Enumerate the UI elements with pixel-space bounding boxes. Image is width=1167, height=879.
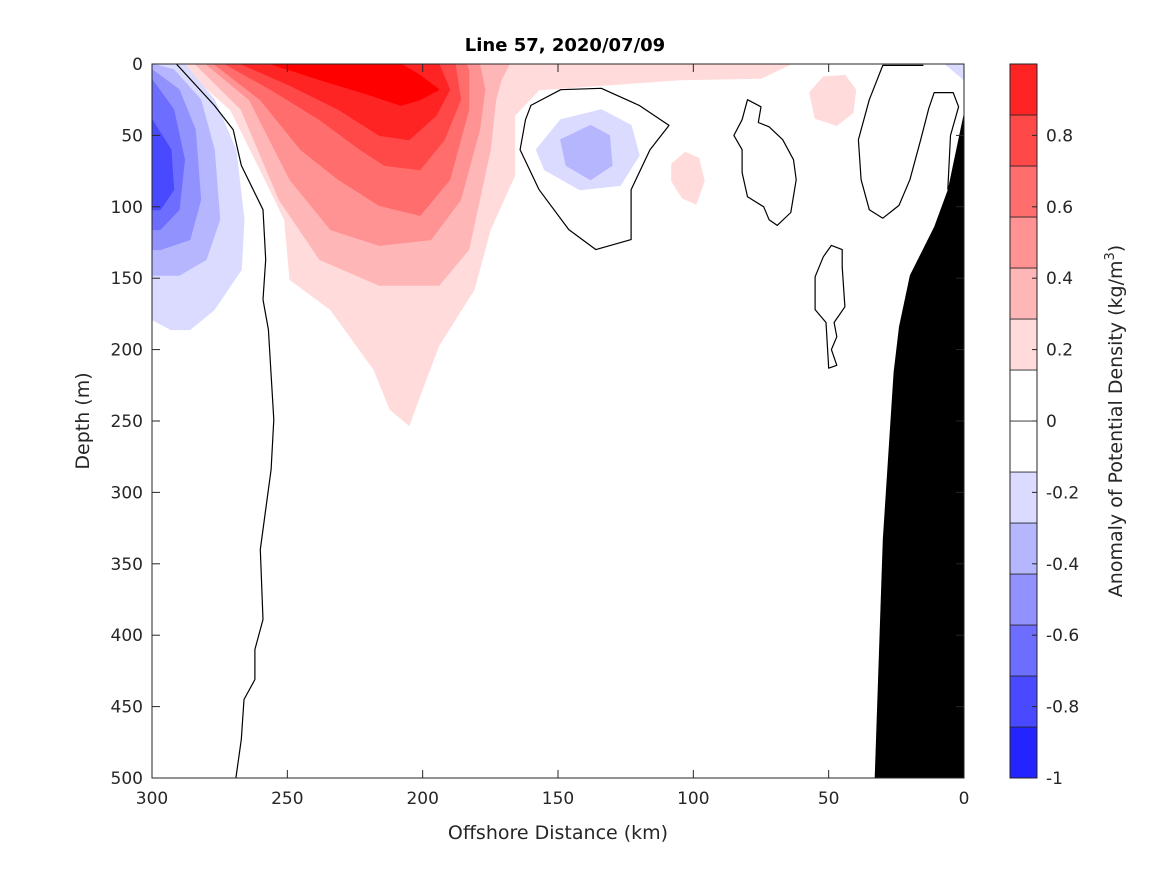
y-tick-label: 250 [111, 412, 143, 432]
x-tick-label: 250 [271, 789, 303, 809]
negative-anomaly-region-level-1 [944, 64, 964, 81]
x-tick-label: 300 [136, 789, 168, 809]
zero-contour-line [814, 244, 846, 369]
x-axis-ticks: 300 250 200 150 100 50 0 [136, 64, 970, 809]
colorbar-segment [1009, 624, 1038, 677]
zero-contour-line [175, 64, 275, 778]
x-axis-label: Offshore Distance (km) [448, 822, 668, 844]
y-tick-label: 300 [111, 483, 143, 503]
x-tick-label: 200 [406, 789, 438, 809]
y-axis-label: Depth (m) [72, 372, 94, 469]
x-tick-label: 150 [542, 789, 574, 809]
seafloor-bathymetry [874, 112, 964, 778]
positive-anomaly-region-level-1 [809, 74, 857, 126]
y-tick-label: 350 [111, 555, 143, 575]
colorbar-label-superscript: 3 [1103, 252, 1118, 260]
colorbar-label: Anomaly of Potential Density (kg/m3) [1103, 245, 1127, 597]
y-tick-label: 500 [111, 769, 143, 789]
colorbar-tick-label: -0.4 [1046, 555, 1079, 575]
colorbar-frame [1009, 63, 1038, 779]
y-tick-label: 0 [132, 55, 143, 75]
colorbar-tick-label: 0.2 [1046, 341, 1073, 361]
colorbar: 0.8 0.6 0.4 0.2 0 -0.2 -0.4 -0.6 -0.8 -1 [1009, 63, 1079, 789]
colorbar-tick-label: 0.8 [1046, 126, 1073, 146]
colorbar-tick-label: 0.4 [1046, 269, 1073, 289]
colorbar-segment [1009, 675, 1038, 728]
colorbar-label-end: ) [1105, 245, 1127, 252]
positive-anomaly-region-level-7 [270, 64, 440, 106]
colorbar-tick-label: 0.6 [1046, 198, 1073, 218]
colorbar-segment [1009, 471, 1038, 524]
colorbar-segment [1009, 369, 1038, 422]
y-tick-label: 100 [111, 198, 143, 218]
zero-contour-lines [175, 64, 960, 778]
y-tick-label: 200 [111, 341, 143, 361]
zero-contour-line [519, 87, 670, 251]
y-tick-label: 50 [121, 126, 143, 146]
y-tick-label: 400 [111, 626, 143, 646]
bathymetry-layer [874, 112, 964, 778]
x-tick-label: 100 [677, 789, 709, 809]
colorbar-segment [1009, 267, 1038, 320]
contour-fills [152, 64, 964, 426]
x-tick-label: 0 [959, 789, 970, 809]
zero-contour-line [857, 64, 960, 219]
colorbar-segment [1009, 318, 1038, 371]
negative-anomaly-region-level-2 [560, 124, 613, 181]
negative-anomaly-region-level-5 [152, 119, 175, 211]
colorbar-tick-label: -0.8 [1046, 698, 1079, 718]
colorbar-segment [1009, 522, 1038, 575]
colorbar-segment [1009, 573, 1038, 626]
y-axis-ticks: 0 50 100 150 200 250 300 350 400 450 500 [111, 55, 964, 789]
colorbar-tick-label: -0.6 [1046, 626, 1079, 646]
plot-area: 300 250 200 150 100 50 0 050100150200250300350… [111, 55, 970, 809]
colorbar-segment [1009, 726, 1038, 779]
colorbar-label-main: Anomaly of Potential Density (kg/m [1105, 261, 1127, 598]
positive-anomaly-region-level-1 [671, 152, 705, 205]
colorbar-segment [1009, 420, 1038, 473]
colorbar-segment [1009, 216, 1038, 269]
colorbar-segment [1009, 114, 1038, 167]
y-tick-label: 150 [111, 269, 143, 289]
colorbar-segment [1009, 63, 1038, 116]
colorbar-tick-label: -1 [1046, 769, 1063, 789]
y-tick-label: 450 [111, 698, 143, 718]
chart-title: Line 57, 2020/07/09 [465, 35, 665, 56]
colorbar-segment [1009, 165, 1038, 218]
colorbar-tick-label: 0 [1046, 412, 1057, 432]
x-tick-label: 50 [818, 789, 840, 809]
colorbar-tick-label: -0.2 [1046, 483, 1079, 503]
zero-contour-line [733, 99, 797, 226]
